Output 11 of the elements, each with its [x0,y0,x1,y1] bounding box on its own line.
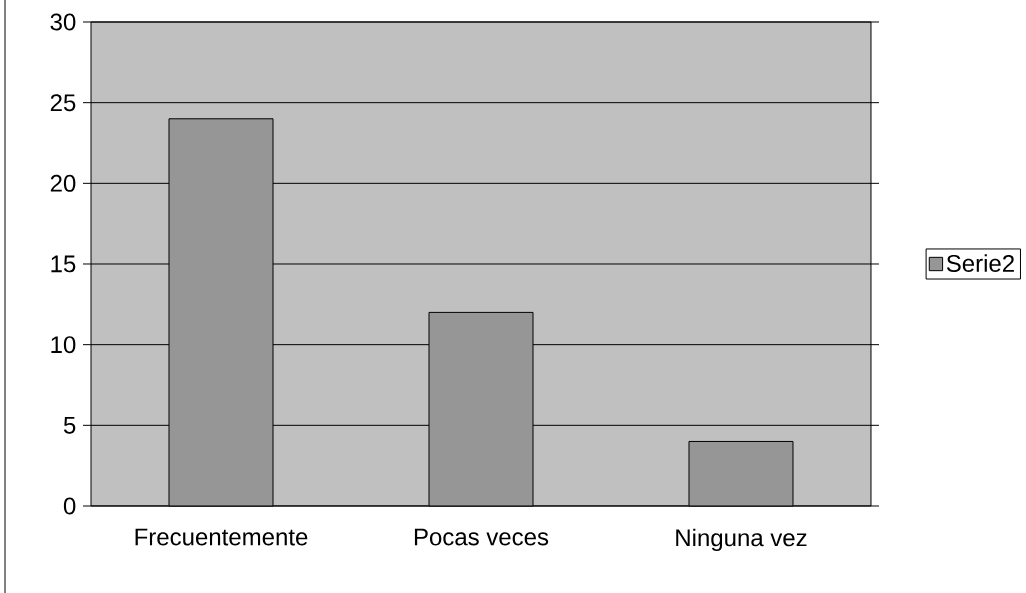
x-tick-label: Pocas veces [414,528,549,546]
y-tick-label: 15 [51,255,76,273]
y-tick-label: 10 [51,336,76,354]
y-tick-label: 5 [63,416,76,434]
x-tick-label: Ninguna vez [676,528,807,552]
y-tick-label: 20 [50,174,76,192]
x-tick-label: Frecuentemente [135,528,308,546]
y-tick-label: 30 [50,13,76,31]
y-tick-label: 0 [63,497,76,515]
legend-label: Serie2 [946,254,1014,272]
y-tick-label: 25 [50,94,76,112]
